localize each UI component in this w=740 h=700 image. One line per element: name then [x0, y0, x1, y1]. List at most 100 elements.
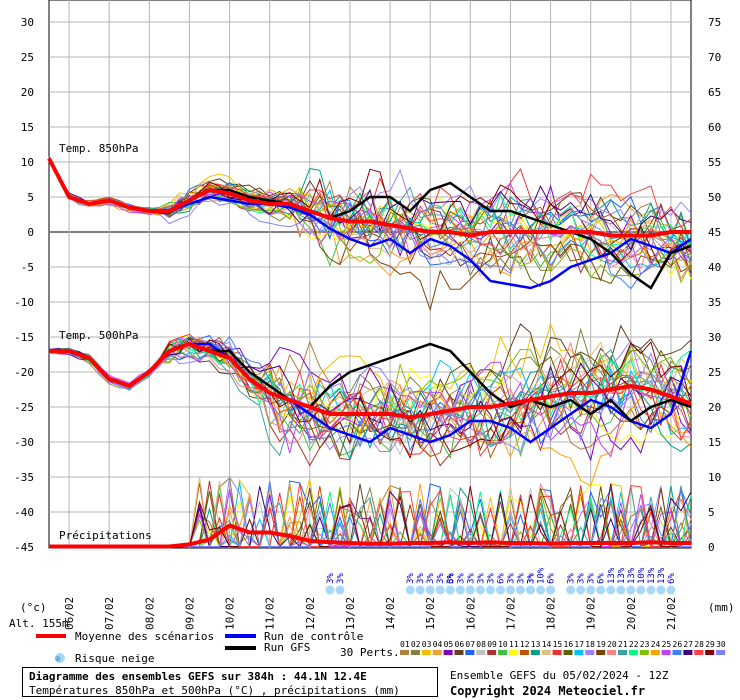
snow-risk-pct: 3% — [567, 573, 577, 584]
footer-subtitle: Températures 850hPa et 500hPa (°C) , pré… — [29, 684, 400, 697]
legend-mean-label: Moyenne des scénarios — [75, 630, 214, 643]
right-tick-label: 5 — [708, 506, 715, 519]
snow-risk-pct: 6% — [446, 573, 456, 584]
snow-risk-flake — [405, 585, 415, 595]
pert-legend-swatch — [694, 650, 704, 655]
right-tick-label: 45 — [708, 226, 721, 239]
snow-risk-flake — [526, 585, 536, 595]
snow-risk-flake — [475, 585, 485, 595]
pert-legend-number: 25 — [662, 640, 672, 649]
temp500-mean-line — [49, 341, 692, 420]
snow-risk-pct: 13% — [627, 567, 637, 584]
precip-label: Précipitations — [59, 529, 152, 542]
pert-legend-swatch — [639, 650, 649, 655]
pert-legend-number: 30 — [716, 640, 726, 649]
snow-risk-flake — [666, 585, 676, 595]
pert-legend-number: 20 — [607, 640, 617, 649]
snow-risk-flake — [636, 585, 646, 595]
pert-legend-number: 24 — [651, 640, 661, 649]
x-date-label: 08/02 — [143, 597, 156, 630]
pert-legend-swatch — [661, 650, 671, 655]
snow-risk-pct: 10% — [537, 567, 547, 584]
legend-snow-label: Risque neige — [75, 652, 154, 665]
right-tick-label: 10 — [708, 471, 721, 484]
pert-legend-number: 21 — [618, 640, 628, 649]
snow-risk-flake — [536, 585, 546, 595]
pert-legend-swatch — [400, 650, 409, 655]
pert-legend-number: 12 — [520, 640, 530, 649]
pert-legend-swatch — [541, 650, 551, 655]
pert-legend-number: 19 — [596, 640, 606, 649]
right-tick-label: 0 — [708, 541, 715, 554]
pert-legend-number: 11 — [509, 640, 519, 649]
snow-risk-pct: 3% — [516, 573, 526, 584]
snow-risk-pct: 3% — [416, 573, 426, 584]
pert-legend-number: 23 — [640, 640, 650, 649]
x-date-label: 11/02 — [264, 597, 277, 630]
pert-legend-swatch — [498, 650, 508, 655]
legend-control-label: Run de contrôle — [264, 630, 363, 643]
right-tick-label: 60 — [708, 121, 721, 134]
snow-risk-pct: 6% — [547, 573, 557, 584]
snow-risk-pct: 3% — [476, 573, 486, 584]
right-tick-label: 75 — [708, 16, 721, 29]
left-tick-label: 25 — [21, 51, 34, 64]
pert-legend-number: 18 — [585, 640, 595, 649]
x-date-label: 12/02 — [304, 597, 317, 630]
pert-legend-swatch — [465, 650, 475, 655]
pert-legend-number: 08 — [476, 640, 486, 649]
pert-legend-swatch — [509, 650, 518, 655]
snow-risk-pct: 3% — [587, 573, 597, 584]
x-date-label: 18/02 — [545, 597, 558, 630]
snow-risk-pct: 3% — [506, 573, 516, 584]
perturbation-lines — [48, 156, 692, 549]
snow-risk-flake — [566, 585, 576, 595]
snow-risk-pct: 3% — [326, 573, 336, 584]
snow-risk-flake — [616, 585, 626, 595]
pert-legend-swatch — [552, 650, 562, 655]
temp850-pert-line — [48, 158, 692, 268]
pert-legend-number: 09 — [487, 640, 497, 649]
svg-text:❄: ❄ — [55, 654, 62, 665]
snow-risk-flake — [495, 585, 505, 595]
x-date-label: 09/02 — [183, 597, 196, 630]
right-tick-label: 15 — [708, 436, 721, 449]
pert-legend-number: 13 — [531, 640, 541, 649]
snow-risk-pct: 13% — [657, 567, 667, 584]
pert-legend-number: 04 — [433, 640, 443, 649]
left-tick-label: 20 — [21, 86, 34, 99]
x-date-label: 06/02 — [63, 597, 76, 630]
left-tick-label: 0 — [27, 226, 34, 239]
snow-risk-pct: 3% — [486, 573, 496, 584]
pert-legend-swatch — [410, 650, 420, 655]
pert-legend-swatch — [683, 650, 693, 655]
altitude-label: Alt. 155m — [9, 617, 69, 630]
pert-legend-number: 05 — [444, 640, 454, 649]
snow-risk-pct: 3% — [436, 573, 446, 584]
pert-legend-number: 02 — [411, 640, 421, 649]
legend-snow-icon: ❄ — [55, 653, 65, 665]
right-tick-label: 50 — [708, 191, 721, 204]
snow-risk-pct: 13% — [607, 567, 617, 584]
snow-risk-flake — [435, 585, 445, 595]
right-unit-label: (mm) — [708, 601, 735, 614]
snow-risk-flake — [606, 585, 616, 595]
left-tick-label: -45 — [14, 541, 34, 554]
x-date-label: 15/02 — [424, 597, 437, 630]
snow-risk-pct: 6% — [667, 573, 677, 584]
x-date-label: 20/02 — [625, 597, 638, 630]
snow-risk-flake — [515, 585, 525, 595]
x-date-label: 21/02 — [665, 597, 678, 630]
pert-legend-number: 01 — [400, 640, 410, 649]
pert-legend-swatch — [705, 650, 715, 655]
pert-legend-swatch — [650, 650, 660, 655]
snow-risk-pct: 3% — [406, 573, 416, 584]
pert-legend-number: 03 — [422, 640, 432, 649]
pert-legend-swatch — [596, 650, 606, 655]
pert-legend-number: 10 — [498, 640, 508, 649]
snow-risk-pct: 3% — [526, 573, 536, 584]
snow-risk-flake — [626, 585, 636, 595]
plot-frame — [48, 0, 692, 549]
footer-title: Diagramme des ensembles GEFS sur 384h : … — [29, 670, 367, 683]
